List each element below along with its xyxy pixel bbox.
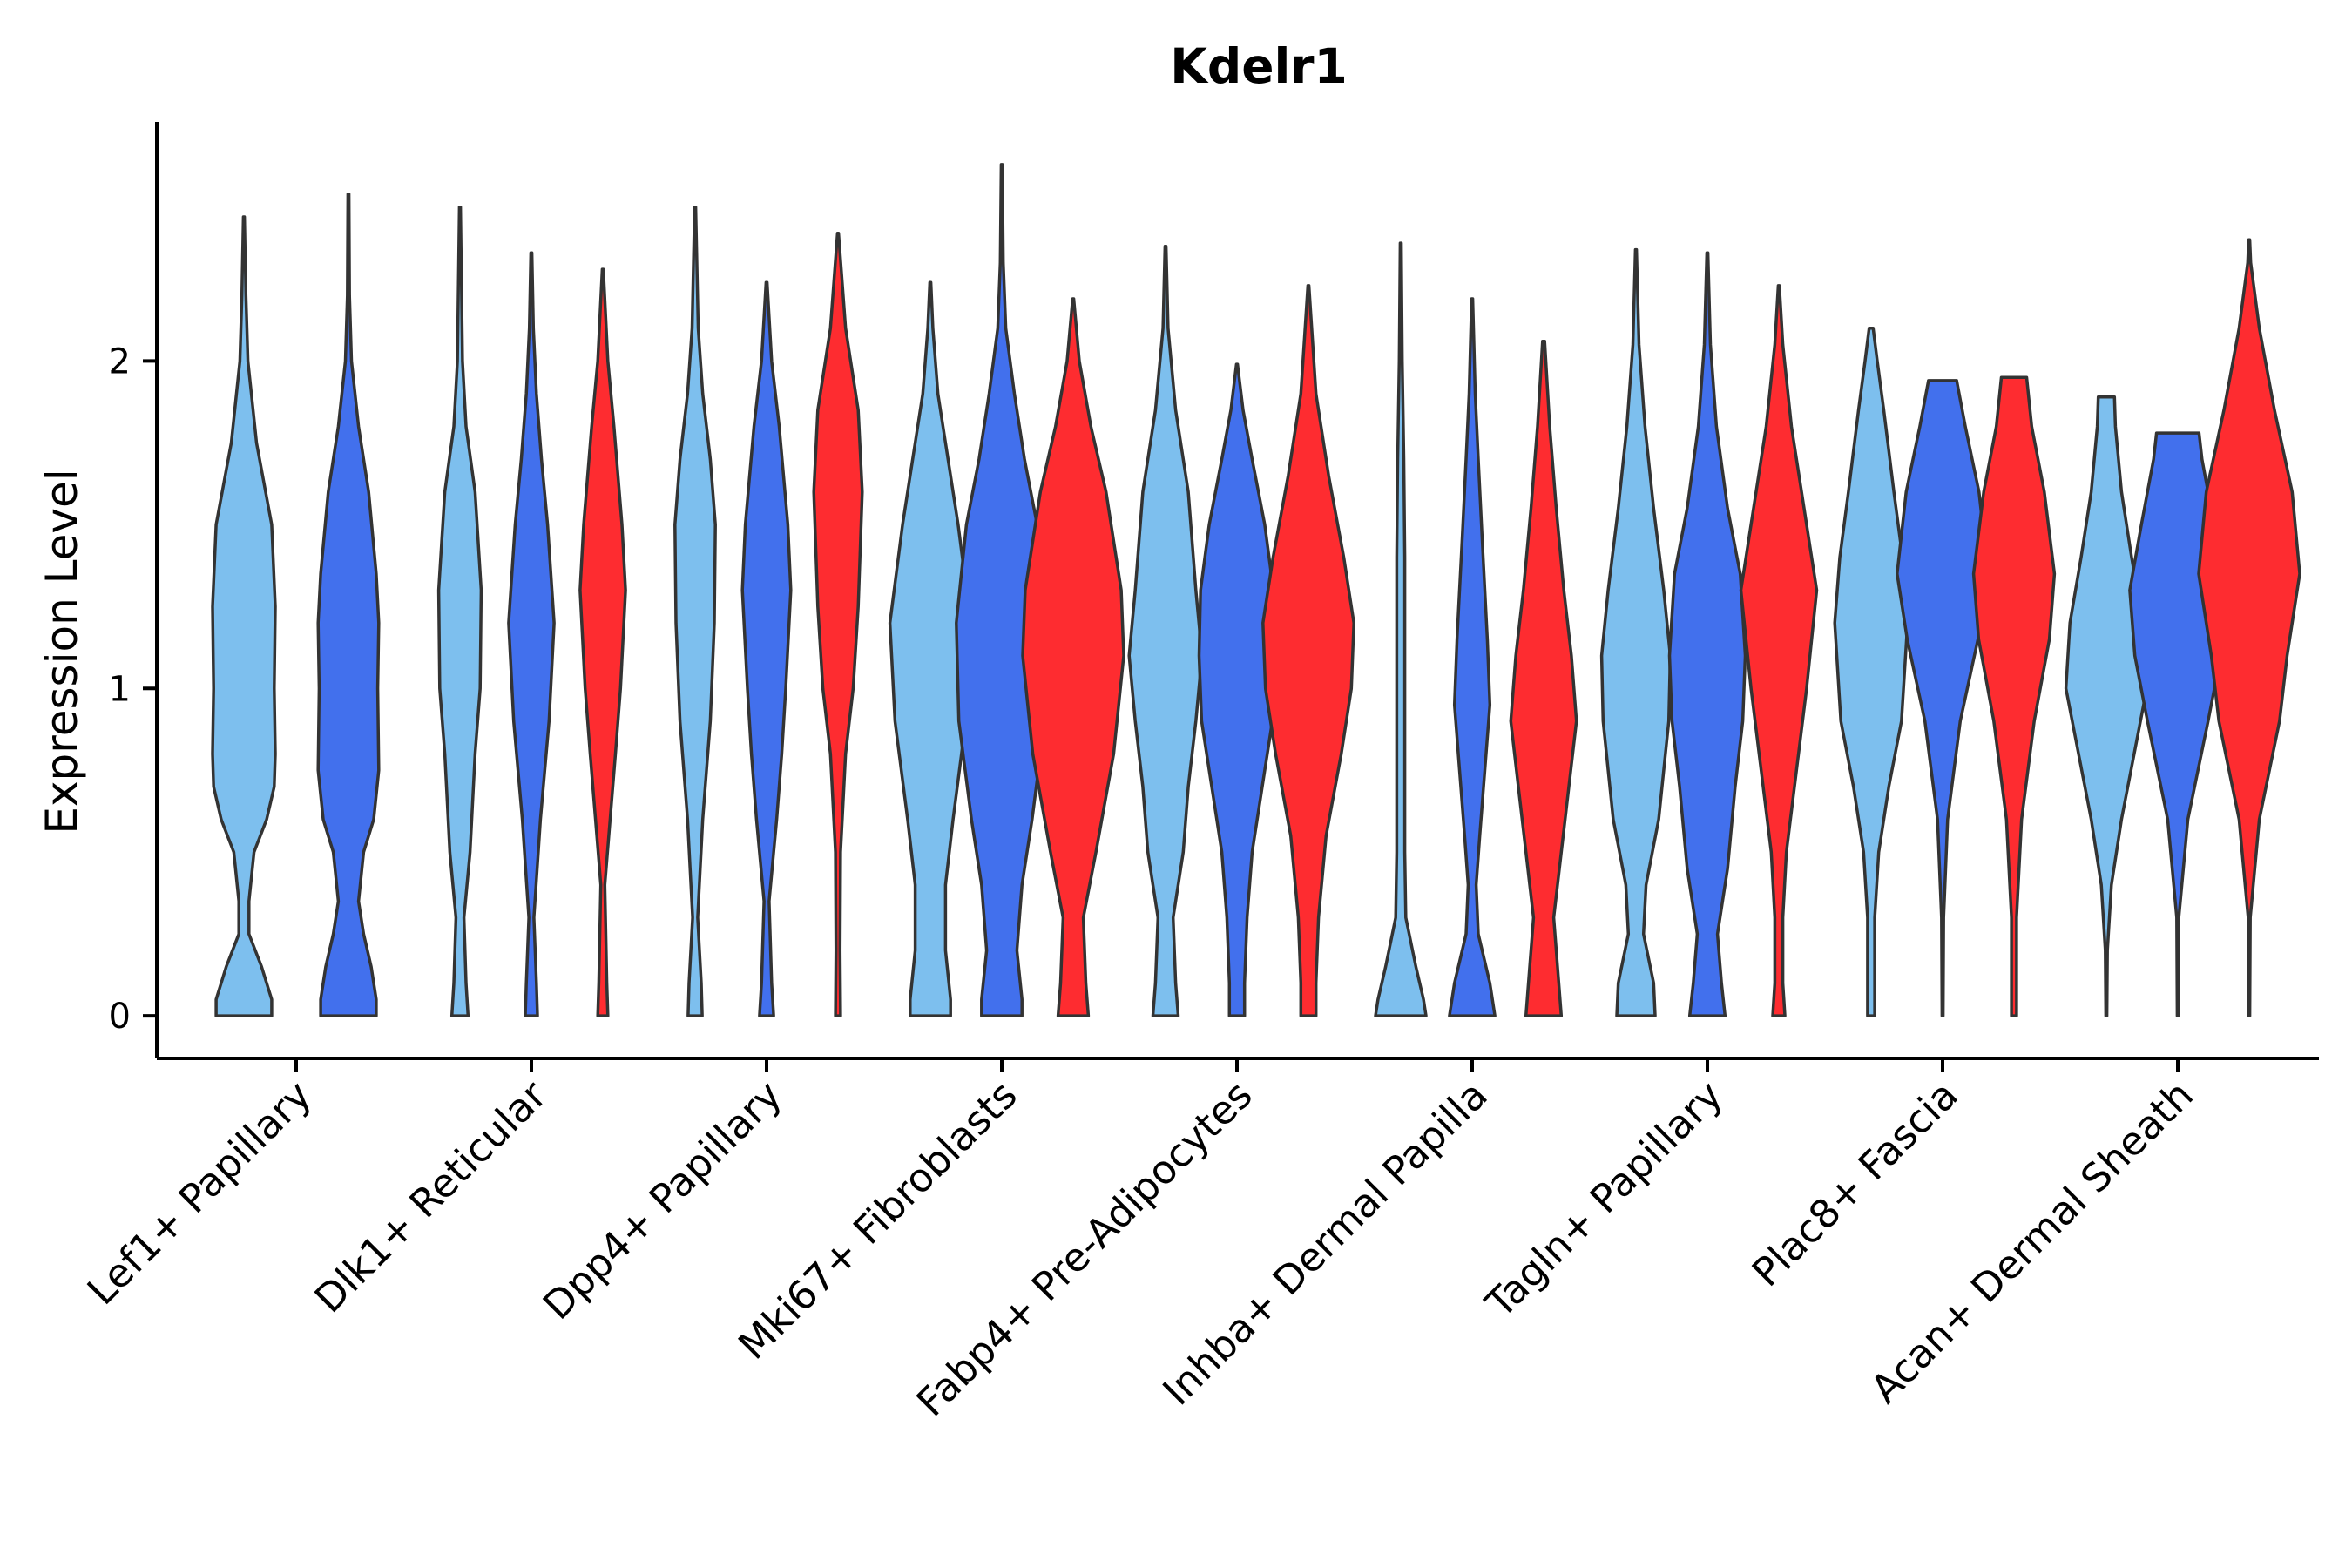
violin-7-3 bbox=[1739, 284, 1819, 1017]
plot-area bbox=[211, 163, 2301, 1017]
violin-5-3 bbox=[1261, 284, 1355, 1017]
violin-4-1 bbox=[888, 280, 973, 1017]
y-axis-label: Expression Level bbox=[37, 469, 87, 834]
violin-4-2 bbox=[955, 163, 1049, 1017]
violin-3-1 bbox=[673, 205, 717, 1017]
x-tick-label: Plac8+ Fascia bbox=[1743, 1071, 1967, 1295]
violin-7-2 bbox=[1667, 251, 1747, 1017]
violin-9-1 bbox=[2064, 395, 2149, 1017]
violin-5-1 bbox=[1127, 245, 1204, 1017]
violin-6-1 bbox=[1374, 241, 1428, 1017]
violin-2-1 bbox=[436, 205, 483, 1017]
y-tick-label: 1 bbox=[109, 669, 131, 709]
violin-2-3 bbox=[578, 267, 627, 1017]
x-tick-label: Dpp4+ Papillary bbox=[534, 1071, 791, 1328]
y-tick-label: 0 bbox=[109, 997, 131, 1037]
violin-1-2 bbox=[316, 192, 381, 1017]
x-tick-label: Dlk1+ Reticular bbox=[306, 1071, 556, 1321]
violin-1-1 bbox=[211, 215, 277, 1017]
violin-8-2 bbox=[1896, 379, 1990, 1017]
violin-6-3 bbox=[1509, 340, 1578, 1017]
chart-title: Kdelr1 bbox=[1170, 38, 1348, 94]
violin-6-2 bbox=[1448, 297, 1497, 1017]
violin-8-1 bbox=[1833, 327, 1909, 1017]
x-tick-label: Tagln+ Papillary bbox=[1477, 1071, 1732, 1327]
violin-2-2 bbox=[507, 251, 556, 1017]
violin-8-3 bbox=[1971, 375, 2057, 1017]
violin-3-2 bbox=[740, 280, 793, 1017]
violin-4-3 bbox=[1021, 297, 1125, 1017]
violin-9-3 bbox=[2197, 238, 2301, 1017]
violin-3-3 bbox=[812, 232, 864, 1017]
y-tick-label: 2 bbox=[109, 341, 131, 382]
violin-7-1 bbox=[1599, 247, 1673, 1017]
violin-5-2 bbox=[1197, 362, 1277, 1017]
x-tick-label: Lef1+ Papillary bbox=[78, 1071, 321, 1314]
